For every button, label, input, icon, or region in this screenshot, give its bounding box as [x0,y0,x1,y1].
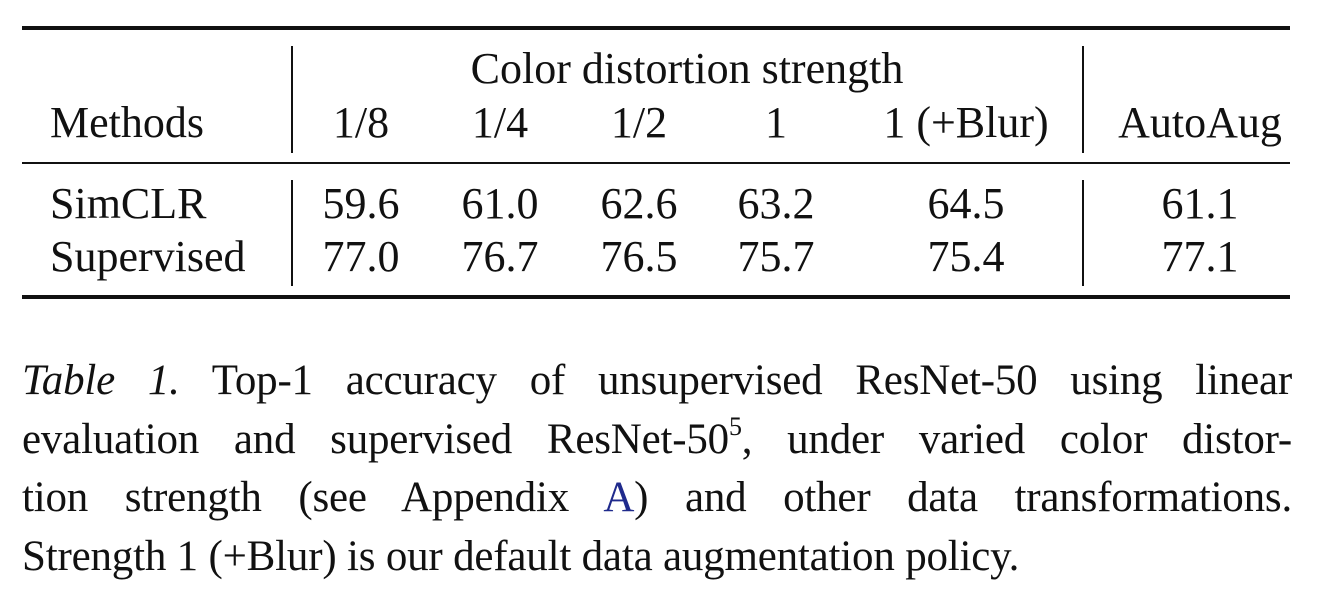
cell-supervised-1-2: 76.5 [600,232,678,281]
cell-simclr-1-blur: 64.5 [927,179,1005,228]
caption-line-2-text-a: evaluation and supervised ResNet-50 [22,415,729,463]
column-header-methods: Methods [50,98,204,147]
autoaug-separator-body [1082,180,1084,286]
caption-line-3: tion strength (see Appendix A) and other… [22,469,1292,528]
group-header: Color distortion strength [470,44,904,93]
methods-separator-body [291,180,293,286]
cell-simclr-1-4: 61.0 [461,179,539,228]
row-label-simclr: SimCLR [50,179,207,228]
appendix-link[interactable]: A [603,474,635,521]
cell-supervised-1-4: 76.7 [461,232,539,281]
caption-label: Table 1. [22,357,180,404]
cell-simclr-1: 63.2 [737,179,815,228]
caption-line-2-text-b: , under varied color distor- [741,415,1292,463]
header-rule [22,162,1290,164]
cell-supervised-1-blur: 75.4 [927,232,1005,281]
cell-supervised-autoaug: 77.1 [1161,232,1239,281]
caption-line-3-text-b: ) and other data transformations. [634,474,1292,521]
cell-simclr-1-2: 62.6 [600,179,678,228]
cell-supervised-1: 75.7 [737,232,815,281]
bottom-rule [22,295,1290,299]
cell-supervised-1-8: 77.0 [322,232,400,281]
footnote-marker[interactable]: 5 [728,411,742,441]
column-header-1-8: 1/8 [332,98,390,147]
column-header-1: 1 [765,98,787,147]
caption-line-3-text-a: tion strength (see Appendix [22,474,604,521]
table-caption: Table 1. Top-1 accuracy of unsupervised … [22,352,1292,586]
caption-line-1: Table 1. Top-1 accuracy of unsupervised … [22,352,1292,411]
autoaug-separator-header [1082,46,1084,153]
methods-separator-header [291,46,293,153]
column-header-1-4: 1/4 [471,98,529,147]
cell-simclr-autoaug: 61.1 [1161,179,1239,228]
cell-simclr-1-8: 59.6 [322,179,400,228]
top-rule [22,26,1290,30]
row-label-supervised: Supervised [50,232,246,281]
caption-line-4: Strength 1 (+Blur) is our default data a… [22,532,1020,580]
caption-line-1-text: Top-1 accuracy of unsupervised ResNet-50… [179,357,1292,404]
column-header-1-2: 1/2 [610,98,668,147]
column-header-1-blur: 1 (+Blur) [883,98,1049,147]
column-header-autoaug: AutoAug [1118,98,1282,147]
caption-line-2: evaluation and supervised ResNet-505, un… [22,411,1292,470]
